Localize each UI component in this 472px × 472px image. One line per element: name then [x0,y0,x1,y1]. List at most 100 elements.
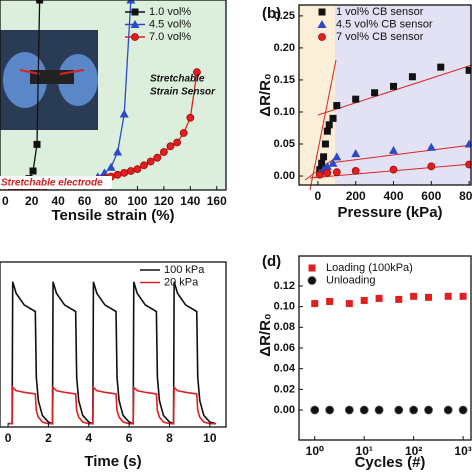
marker [371,89,379,97]
marker [360,296,368,304]
marker [323,168,332,177]
marker [130,20,140,28]
marker [159,148,168,156]
x-tick-label: 200 [346,189,366,203]
marker [318,8,326,16]
marker [459,292,467,300]
legend-label: 20 kPa [164,276,199,288]
y-tick-label: 0.00 [274,404,295,416]
x-tick-label: 4 [85,431,92,445]
annotation: Strain Sensor [150,87,216,98]
x-tick-label: 0 [315,189,322,203]
x-tick-label: 40 [51,194,65,208]
marker [345,300,353,308]
marker [328,158,338,167]
marker [33,140,41,148]
marker [389,145,399,154]
marker [120,168,129,177]
marker [315,170,324,179]
y-tick-label: 0.10 [274,301,295,313]
marker [426,142,436,151]
marker [153,153,162,162]
y-tick-label: 0.25 [274,10,295,22]
x-tick-label: 800 [459,189,472,203]
marker [179,129,188,137]
marker [29,167,37,175]
panel-b-shade [299,5,335,185]
plot-1 [315,63,471,179]
x-tick-label: 80 [104,194,118,208]
marker [36,0,44,4]
y-tick-label: 0.20 [274,42,295,54]
y-tick-label: 0.06 [274,342,295,354]
y-tick-label: 0.10 [274,106,295,118]
x-tick-label: 10³ [454,444,471,458]
marker [113,170,122,179]
marker [323,127,331,135]
marker [329,114,337,122]
legend-label: Unloading [326,274,376,286]
x-axis-label: Tensile strain (%) [51,207,174,224]
marker [351,167,360,175]
x-tick-label: 10 [203,431,217,445]
fit-line [317,64,472,116]
x-tick-label: 60 [78,194,92,208]
x-tick-label: 10⁰ [306,444,324,458]
marker [140,161,148,170]
marker [409,405,419,415]
marker [465,160,471,169]
marker [464,139,471,148]
legend-label: 1.0 vol% [149,6,191,18]
x-axis-label: Cycles (#) [355,454,426,471]
inset-arrow [19,69,41,75]
marker [126,167,135,175]
marker [437,63,445,71]
marker [321,140,329,148]
series-line [8,385,216,425]
plot-frame [298,4,472,186]
y-tick-label: 0.15 [274,74,295,86]
panel-label: (d) [262,253,281,270]
marker [332,168,341,177]
marker [113,147,123,156]
marker [131,8,139,16]
marker [307,276,317,285]
series-line [8,281,217,425]
marker [131,33,139,41]
marker [408,73,416,81]
marker [193,68,201,77]
y-tick-label: 0.08 [274,321,295,333]
x-tick-label: 400 [383,189,403,203]
marker [310,405,320,415]
legend-label: 7.0 vol% [149,31,191,43]
marker [389,165,398,174]
plot-3 [310,292,468,415]
marker [352,95,360,103]
y-tick-label: 0.02 [274,383,295,395]
marker [325,405,335,415]
marker [311,300,319,308]
x-tick-label: 100 [127,194,147,208]
marker [126,0,136,4]
marker [374,405,384,415]
x-tick-label: 120 [154,194,174,208]
marker [333,102,341,110]
x-tick-label: 20 [25,194,39,208]
marker [146,157,155,166]
marker [133,165,142,174]
x-tick-label: 8 [166,431,173,445]
marker [424,405,433,415]
y-axis-label: ΔR/R₀ [257,73,274,116]
inset-glove [58,54,98,106]
marker [166,142,175,151]
marker [186,113,195,122]
legend-label: 4.5 vol% CB sensor [336,18,433,30]
marker [322,161,332,170]
fit-line [309,59,337,191]
y-axis-label: ΔR/R₀ [257,313,274,356]
marker [458,405,468,415]
plot-frame [0,0,227,191]
marker [395,295,403,303]
marker [344,405,354,415]
